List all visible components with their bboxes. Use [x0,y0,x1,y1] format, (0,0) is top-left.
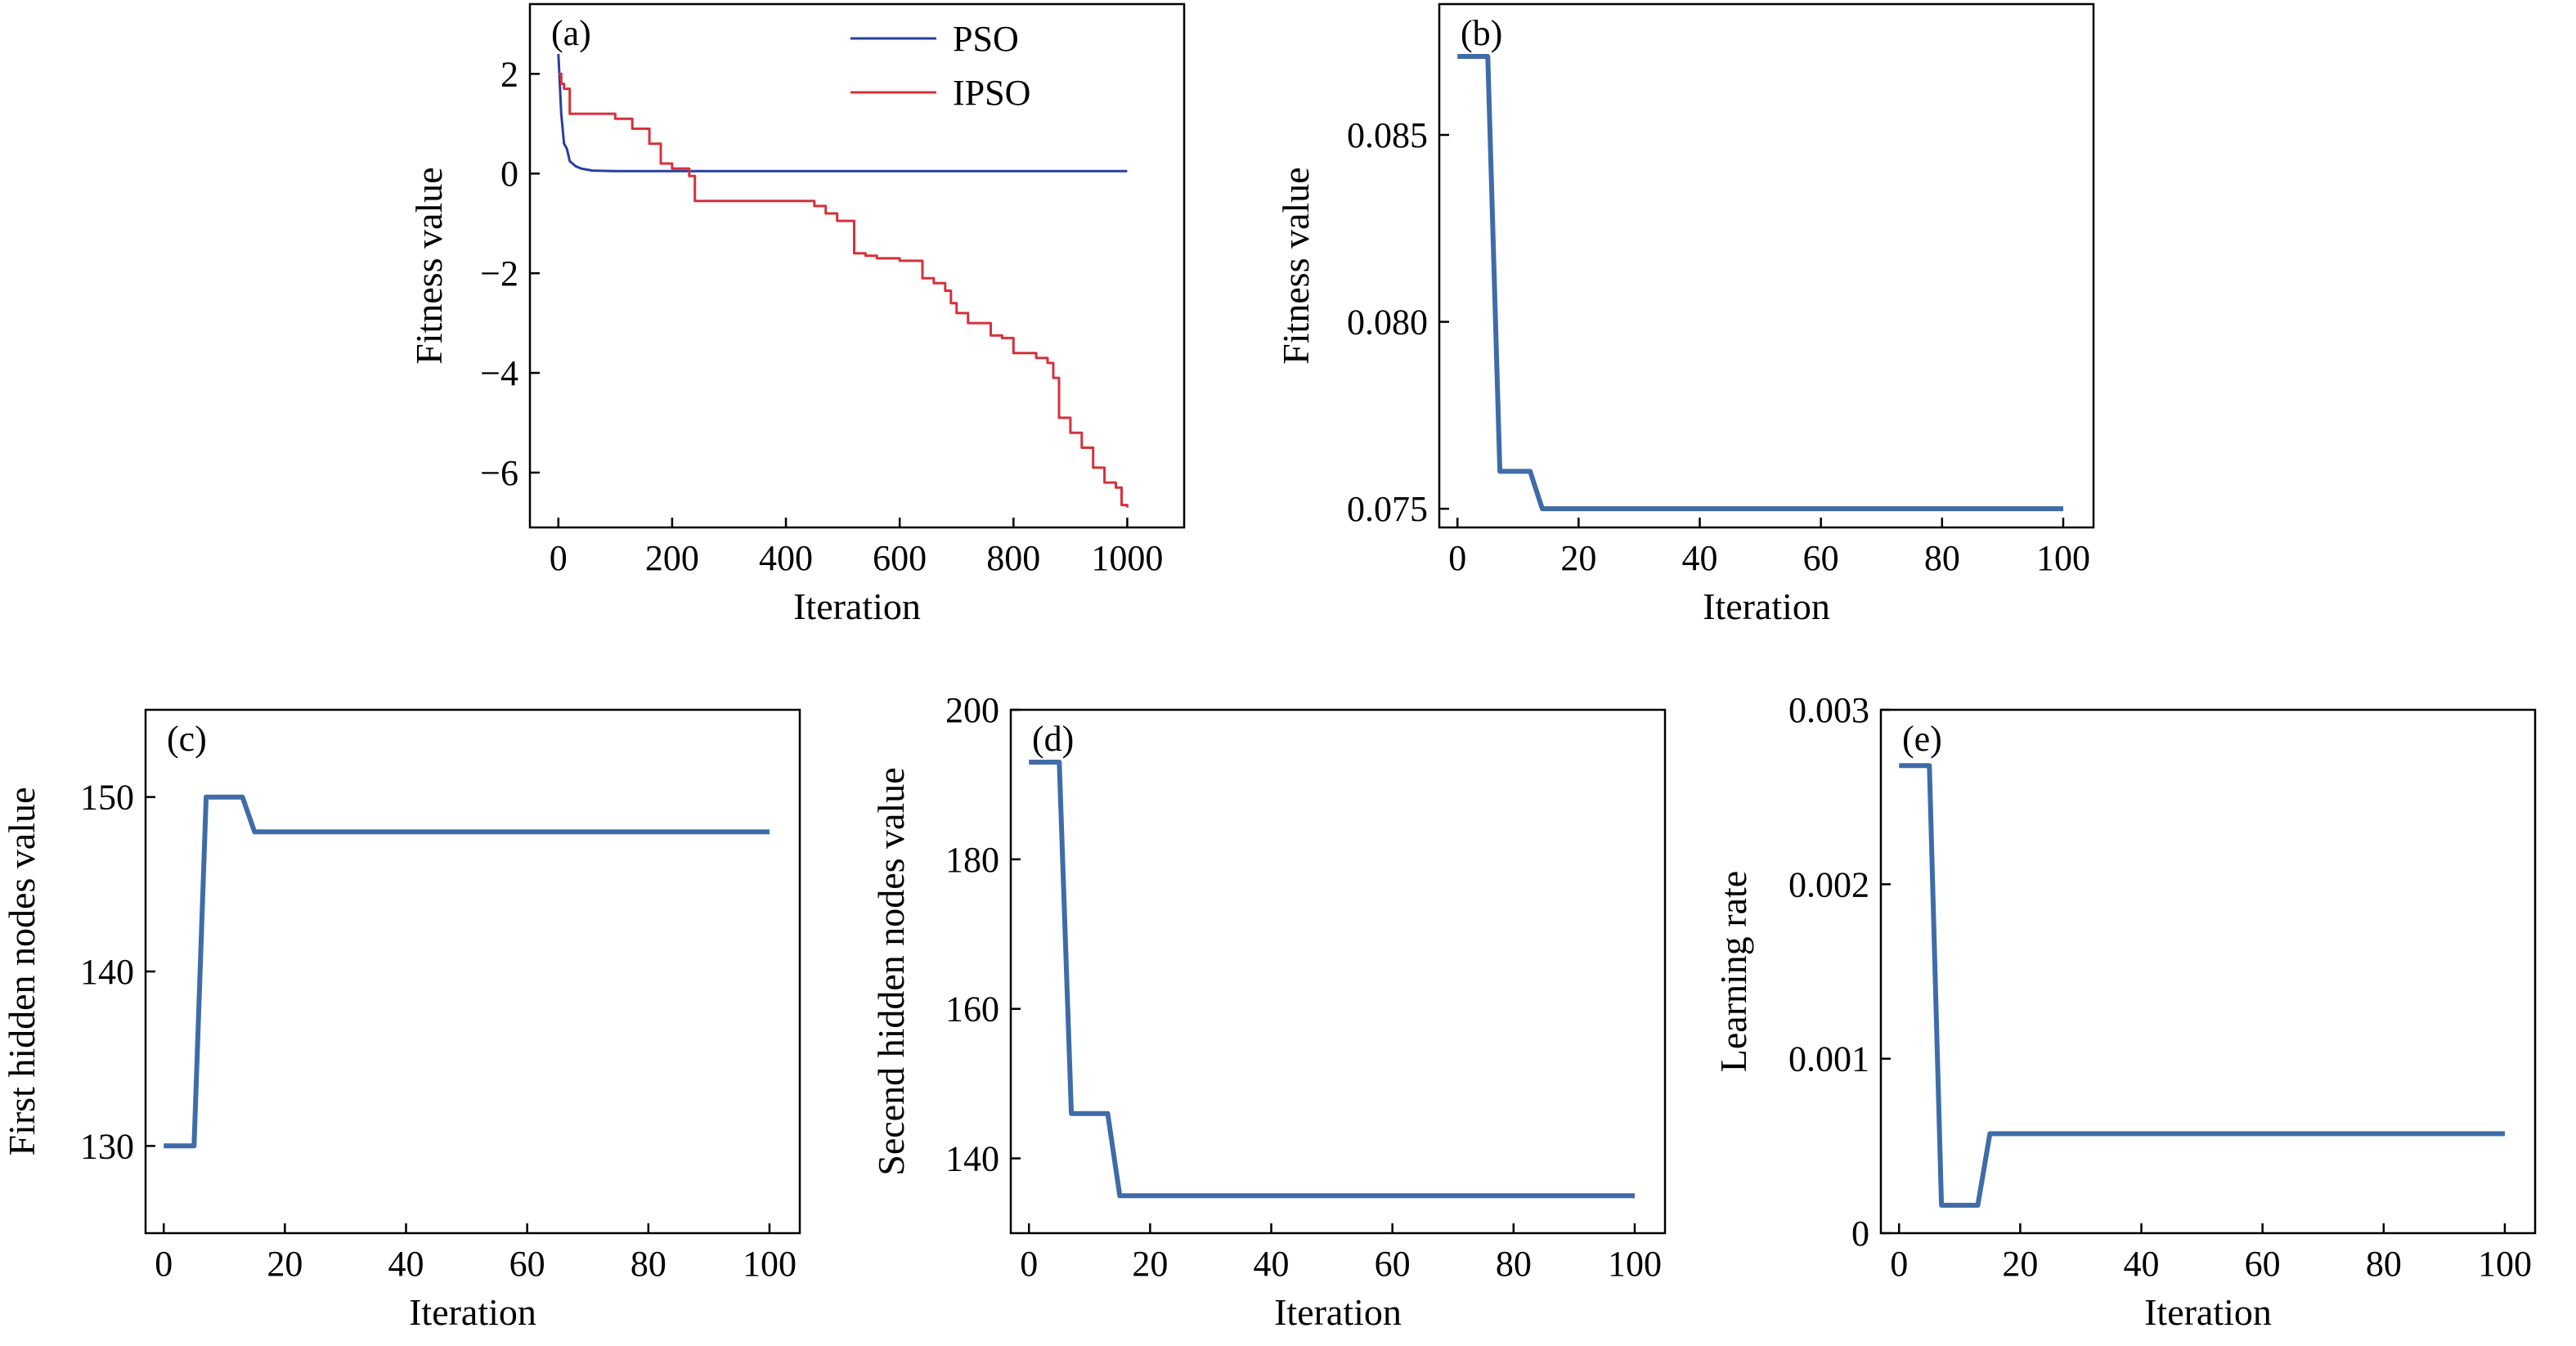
panel-b-xtick-label: 60 [1803,538,1839,578]
panel-e-xtick-label: 20 [2002,1244,2038,1284]
panel-b-ytick-label: 0.075 [1347,489,1428,529]
panel-d-xtick-label: 20 [1132,1244,1168,1284]
panel-d-xtick-label: 60 [1375,1244,1411,1284]
panel-b-x-axis-label: Iteration [1703,586,1830,627]
panel-b-series-line [1457,54,2063,512]
panel-c: 0 20 40 60 80 100 130 140 150 Iteration First hidd… [1,708,801,1333]
panel-b-panel-label: (b) [1461,13,1502,53]
panel-d-ytick-label: 160 [945,989,999,1030]
panel-a: 0 200 400 600 800 1000 2 0 −2 −4 −6 Iteration Fitnes… [408,2,1186,627]
panel-e-ytick-label: 0.002 [1788,864,1869,904]
panel-c-xtick-label: 20 [267,1244,303,1284]
panel-b-ytick-label: 0.085 [1347,115,1428,155]
panel-a-plot-frame [528,2,1186,529]
panel-e: 0 20 40 60 80 100 0 0.001 0.002 0.003 Iteration Lea… [1712,690,2537,1333]
panel-a-legend-label-ipso: IPSO [953,73,1030,113]
panel-e-plot-frame [1879,708,2537,1235]
panel-c-xtick-label: 80 [631,1244,666,1284]
panel-e-ytick-label: 0.003 [1788,690,1869,730]
panel-d-y-axis-label: Secend hidden nodes value [870,767,912,1175]
panel-c-xtick-label: 60 [509,1244,545,1284]
panel-e-xtick-label: 60 [2245,1244,2281,1284]
panel-b-xtick-label: 0 [1448,538,1466,578]
panel-b-plot-frame [1438,2,2095,529]
panel-e-ytick-label: 0 [1851,1214,1869,1254]
panel-d-x-axis-label: Iteration [1274,1291,1402,1333]
panel-a-y-axis-label: Fitness value [408,167,450,364]
panel-b-y-axis-label: Fitness value [1275,167,1317,364]
panel-d-panel-label: (d) [1032,719,1074,759]
panel-e-xtick-label: 80 [2366,1244,2402,1284]
panel-c-series-line [164,794,770,1149]
panel-a-xtick-label: 1000 [1091,538,1163,578]
panel-a-panel-label: (a) [551,13,591,53]
panel-e-series-line [1899,763,2505,1208]
panel-e-xtick-label: 100 [2478,1244,2532,1284]
panel-e-xtick-label: 0 [1890,1244,1908,1284]
panel-e-panel-label: (e) [1902,719,1942,759]
panel-c-panel-label: (c) [167,719,207,759]
panel-d-series-line [1029,760,1635,1199]
panel-a-xtick-label: 0 [550,538,568,578]
panel-c-ytick-label: 130 [80,1126,134,1166]
panel-a-xtick-label: 200 [645,538,699,578]
panel-d-ytick-label: 140 [945,1139,999,1179]
panel-b-xtick-label: 40 [1682,538,1718,578]
panel-d-xtick-label: 80 [1496,1244,1532,1284]
panel-d-xtick-label: 100 [1608,1244,1662,1284]
panel-d: 0 20 40 60 80 100 140 160 180 200 Iteration Secend … [870,690,1667,1333]
panel-a-legend-label-pso: PSO [953,19,1019,59]
panel-e-xtick-label: 40 [2124,1244,2160,1284]
panel-c-plot-frame [144,708,801,1235]
panel-d-ytick-label: 180 [945,840,999,880]
panel-e-x-axis-label: Iteration [2144,1291,2272,1333]
panel-a-ytick-label: 2 [500,54,518,94]
panel-c-xtick-label: 40 [388,1244,424,1284]
panel-a-xtick-label: 800 [986,538,1040,578]
panel-a-xtick-label: 600 [873,538,927,578]
panel-c-ytick-label: 140 [80,952,134,992]
panel-a-ytick-label: −2 [480,253,518,294]
panel-c-xtick-label: 100 [743,1244,797,1284]
panel-a-ytick-label: −4 [480,353,518,393]
panel-c-ytick-label: 150 [80,778,134,818]
panel-d-plot-frame [1009,708,1667,1235]
panel-c-xtick-label: 0 [155,1244,173,1284]
panel-b-xtick-label: 80 [1924,538,1960,578]
panel-a-ytick-label: −6 [480,453,518,493]
panel-d-xtick-label: 0 [1020,1244,1038,1284]
panel-b-xtick-label: 100 [2036,538,2090,578]
panel-a-series-pso [557,53,1128,173]
panel-b-ytick-label: 0.080 [1347,303,1428,343]
panel-a-series-ipso [558,72,1129,508]
panel-a-ytick-label: 0 [500,154,518,194]
panel-e-y-axis-label: Learning rate [1712,871,1754,1072]
panel-d-ytick-label: 200 [945,690,999,730]
panel-d-xtick-label: 40 [1254,1244,1290,1284]
panel-a-x-axis-label: Iteration [793,586,921,627]
panel-c-x-axis-label: Iteration [409,1291,536,1333]
panel-b: 0 20 40 60 80 100 0.075 0.080 0.085 Iteration Fitn… [1275,2,2095,627]
panel-a-xtick-label: 400 [759,538,813,578]
panel-e-ytick-label: 0.001 [1788,1039,1869,1079]
panel-c-y-axis-label: First hidden nodes value [1,787,43,1156]
panel-b-xtick-label: 20 [1560,538,1596,578]
